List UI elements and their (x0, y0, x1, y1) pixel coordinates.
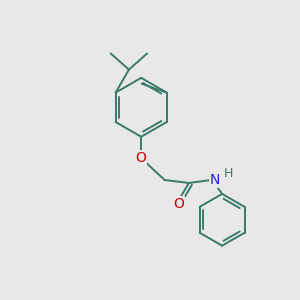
Text: H: H (223, 167, 233, 180)
Text: O: O (136, 151, 147, 165)
Text: N: N (210, 173, 220, 187)
Text: O: O (173, 197, 184, 211)
